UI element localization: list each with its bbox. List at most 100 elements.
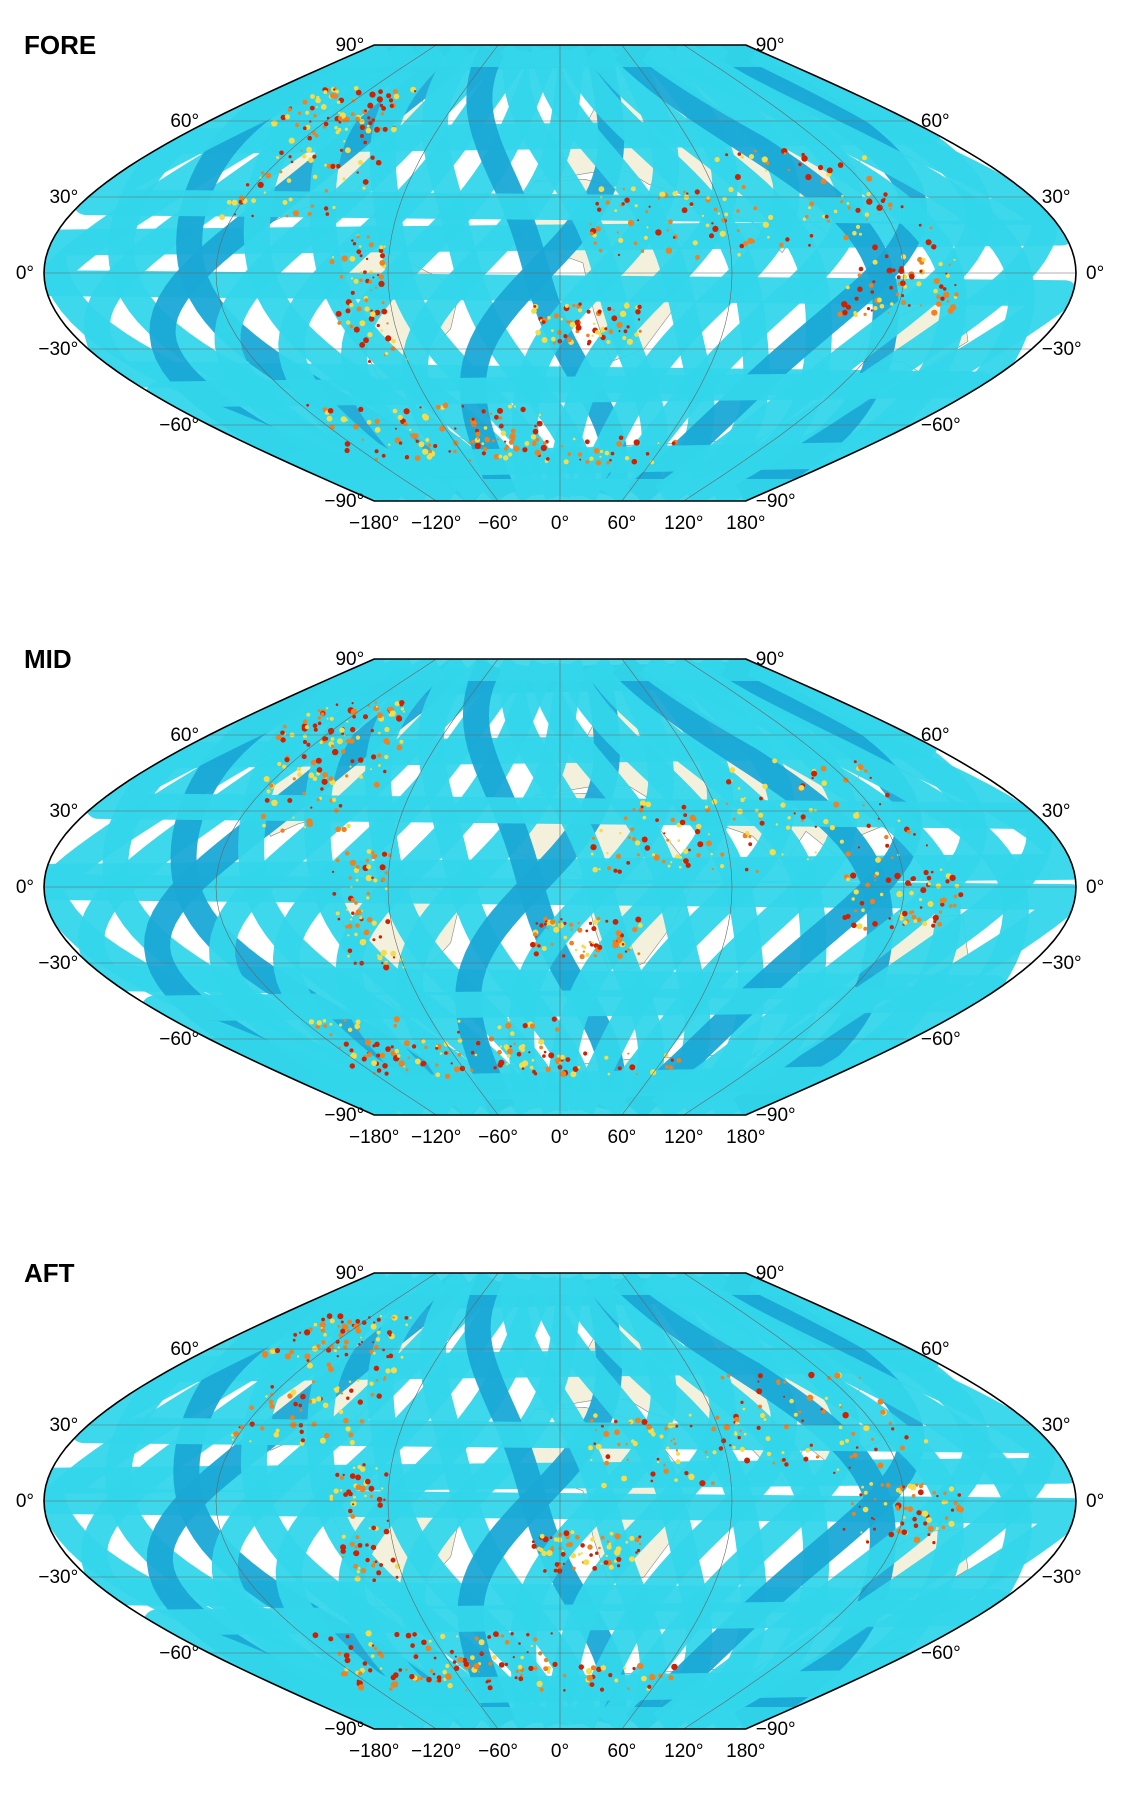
anomaly-speckle <box>574 948 578 952</box>
anomaly-speckle <box>765 1436 771 1442</box>
map-body <box>44 1273 1076 1729</box>
anomaly-speckle <box>631 837 637 842</box>
anomaly-speckle <box>627 1687 630 1690</box>
anomaly-speckle <box>498 1059 505 1066</box>
anomaly-speckle <box>329 1494 334 1499</box>
anomaly-speckle <box>737 787 741 790</box>
anomaly-speckle <box>368 242 374 248</box>
anomaly-speckle <box>785 237 790 242</box>
anomaly-speckle <box>358 160 363 165</box>
anomaly-speckle <box>728 186 734 193</box>
anomaly-speckle <box>350 277 354 280</box>
anomaly-speckle <box>287 1393 293 1399</box>
anomaly-speckle <box>368 1642 373 1647</box>
anomaly-speckle <box>945 879 950 884</box>
anomaly-speckle <box>414 90 417 93</box>
anomaly-speckle <box>564 303 569 308</box>
anomaly-speckle <box>348 1508 353 1514</box>
anomaly-speckle <box>428 1639 432 1643</box>
anomaly-speckle <box>329 716 334 721</box>
anomaly-speckle <box>371 1644 375 1647</box>
anomaly-speckle <box>379 1314 383 1318</box>
anomaly-speckle <box>371 850 375 855</box>
anomaly-speckle <box>628 836 631 839</box>
anomaly-speckle <box>313 727 318 732</box>
anomaly-speckle <box>298 1403 303 1408</box>
anomaly-speckle <box>899 916 904 921</box>
lat-label-left: 60° <box>170 725 199 746</box>
anomaly-speckle <box>933 288 938 294</box>
anomaly-speckle <box>597 331 601 335</box>
anomaly-speckle <box>650 1471 656 1477</box>
anomaly-speckle <box>747 237 754 244</box>
lat-label-right: 30° <box>1042 801 1071 822</box>
anomaly-speckle <box>378 764 381 767</box>
anomaly-speckle <box>528 1051 531 1054</box>
anomaly-speckle <box>412 1632 417 1637</box>
anomaly-speckle <box>334 126 338 130</box>
anomaly-speckle <box>350 708 358 715</box>
anomaly-speckle <box>345 1426 351 1432</box>
anomaly-speckle <box>369 91 376 98</box>
anomaly-speckle <box>919 304 922 307</box>
anomaly-speckle <box>943 291 950 298</box>
anomaly-speckle <box>530 941 536 948</box>
anomaly-speckle <box>374 286 378 289</box>
anomaly-speckle <box>369 270 373 275</box>
map-body <box>44 659 1076 1115</box>
anomaly-speckle <box>895 1487 901 1493</box>
anomaly-speckle <box>948 263 951 266</box>
anomaly-speckle <box>496 438 499 441</box>
anomaly-speckle <box>329 1022 333 1026</box>
anomaly-speckle <box>866 191 871 197</box>
anomaly-speckle <box>697 841 704 848</box>
anomaly-speckle <box>349 1439 355 1446</box>
anomaly-speckle <box>373 781 380 788</box>
anomaly-speckle <box>376 1317 381 1322</box>
anomaly-speckle <box>736 229 740 233</box>
anomaly-speckle <box>827 219 830 223</box>
anomaly-speckle <box>802 217 807 221</box>
anomaly-speckle <box>914 1536 921 1543</box>
meridian-line <box>683 659 905 1115</box>
anomaly-speckle <box>359 254 363 258</box>
anomaly-speckle <box>874 1447 878 1452</box>
anomaly-speckle <box>569 940 574 946</box>
anomaly-speckle <box>309 120 312 123</box>
anomaly-speckle <box>487 1685 493 1691</box>
anomaly-speckle <box>383 1528 390 1535</box>
anomaly-speckle <box>379 1563 383 1567</box>
anomaly-speckle <box>748 154 755 160</box>
anomaly-speckle <box>769 849 776 856</box>
anomaly-speckle <box>307 211 312 216</box>
anomaly-speckle <box>517 1664 523 1670</box>
anomaly-speckle <box>932 914 939 921</box>
anomaly-speckle <box>586 1674 593 1681</box>
anomaly-speckle <box>783 152 787 155</box>
anomaly-speckle <box>522 447 528 453</box>
anomaly-speckle <box>269 783 274 788</box>
anomaly-speckle <box>631 458 638 465</box>
anomaly-speckle <box>765 161 770 165</box>
anomaly-speckle <box>380 112 385 116</box>
anomaly-speckle <box>929 226 933 230</box>
anomaly-speckle <box>758 1404 762 1409</box>
anomaly-speckle <box>354 901 358 905</box>
anomaly-speckle <box>425 1645 432 1652</box>
anomaly-speckle <box>306 403 310 407</box>
anomaly-speckle <box>636 1073 638 1076</box>
anomaly-speckle <box>390 950 397 957</box>
anomaly-speckle <box>903 1506 908 1511</box>
anomaly-speckle <box>862 804 865 807</box>
anomaly-speckle <box>308 1399 313 1404</box>
anomaly-speckle <box>374 309 381 316</box>
anomaly-speckle <box>379 1052 386 1059</box>
anomaly-speckle <box>532 932 538 937</box>
anomaly-speckle <box>355 1474 361 1481</box>
anomaly-speckle <box>843 777 849 783</box>
anomaly-speckle <box>653 854 660 861</box>
anomaly-speckle <box>280 828 285 833</box>
anomaly-speckle <box>541 320 546 324</box>
anomaly-speckle <box>859 232 862 236</box>
anomaly-speckle <box>543 922 547 926</box>
